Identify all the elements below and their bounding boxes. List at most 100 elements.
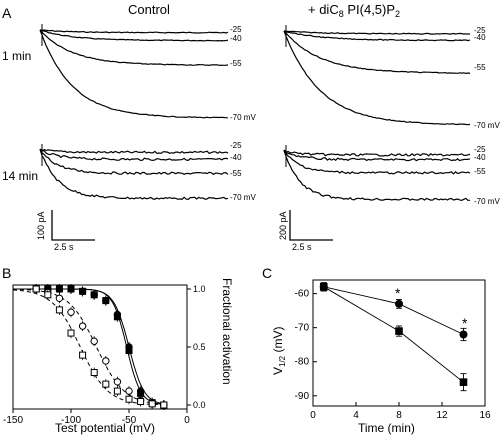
- c-series-square: [319, 282, 468, 392]
- b-point: [90, 337, 98, 345]
- label-v-70: -70 mV: [230, 193, 256, 202]
- b-point: [125, 346, 133, 354]
- scale-time-label: 2.5 s: [292, 242, 312, 252]
- label-v-25: -25: [474, 26, 486, 35]
- b-xtick-label: -150: [3, 415, 23, 426]
- b-point: [44, 291, 52, 299]
- c-point: [459, 330, 468, 339]
- c-xtick-label: 4: [353, 410, 359, 421]
- trace-25: [283, 30, 471, 35]
- b-point: [67, 285, 75, 293]
- b-fit-curve: [13, 288, 167, 405]
- b-point: [32, 285, 40, 293]
- trace-70: [283, 30, 471, 126]
- b-point: [137, 398, 145, 406]
- b-point: [125, 387, 133, 395]
- label-v-40: -40: [474, 153, 486, 162]
- trace-40: [39, 29, 229, 42]
- panel-c-ticks: 0 4 8 12 16 -60 -70 -80 -90: [295, 289, 491, 421]
- c-ytick-label: -70: [295, 323, 310, 334]
- b-xtick-label: -100: [61, 415, 81, 426]
- scale-current-label: 100 pA: [36, 211, 46, 240]
- c-xtick-label: 16: [479, 410, 491, 421]
- c-series-circle: [319, 282, 468, 342]
- b-point: [102, 297, 110, 305]
- b-point: [113, 387, 121, 395]
- trace-70: [283, 150, 470, 202]
- traces-control-14min: [39, 144, 229, 201]
- b-xtick-label: -50: [122, 415, 137, 426]
- label-v-25: -25: [474, 145, 486, 154]
- b-point: [125, 395, 133, 403]
- b-point: [90, 369, 98, 377]
- trace-55: [39, 29, 229, 67]
- b-point: [55, 285, 63, 293]
- panel-b-xlabel: Test potential (mV): [55, 421, 155, 435]
- panel-c-ylabel: V1/2 (mV): [271, 327, 287, 375]
- label-v-70: -70 mV: [230, 113, 256, 122]
- label-v-70: -70 mV: [474, 197, 500, 206]
- label-v-40: -40: [230, 34, 242, 43]
- panel-b-ylabel: Fractional activation: [220, 278, 234, 385]
- label-v-40: -40: [230, 153, 242, 162]
- b-point: [79, 351, 87, 359]
- current-traces: [39, 24, 471, 202]
- c-xtick-label: 0: [310, 410, 316, 421]
- traces-treated-14min: [283, 145, 471, 202]
- scale-current-label: 200 pA: [278, 211, 288, 240]
- b-point: [113, 313, 121, 321]
- traces-treated-1min: [283, 25, 471, 126]
- c-ytick-label: -90: [295, 391, 310, 402]
- b-point: [90, 291, 98, 299]
- voltage-labels-control-14min: -25 -40 -55 -70 mV: [230, 141, 256, 202]
- b-ytick-label: 0.5: [193, 342, 206, 352]
- label-v-40: -40: [474, 33, 486, 42]
- b-fit-curve: [13, 288, 167, 405]
- label-v-55: -55: [474, 167, 486, 176]
- panel-b-axes: [12, 284, 188, 410]
- label-v-55: -55: [474, 63, 486, 72]
- row-label-1min: 1 min: [2, 49, 31, 63]
- treated-title: + diC8 PI(4,5)P2: [308, 2, 400, 19]
- c-ytick-label: -80: [295, 357, 310, 368]
- label-v-25: -25: [230, 25, 242, 34]
- row-label-14min: 14 min: [2, 169, 38, 183]
- label-v-70: -70 mV: [474, 121, 500, 130]
- trace-70: [39, 148, 229, 201]
- c-point: [395, 299, 403, 308]
- trace-40: [39, 148, 229, 162]
- label-v-55: -55: [230, 169, 242, 178]
- panel-b-data-points: [32, 284, 168, 410]
- c-xtick-label: 8: [396, 410, 402, 421]
- trace-25: [283, 149, 471, 157]
- control-title: Control: [128, 2, 170, 17]
- scale-bar-control: 100 pA 2.5 s: [36, 210, 95, 252]
- panel-b-fit-curves: [12, 288, 167, 406]
- traces-control-1min: [39, 24, 229, 119]
- c-point: [459, 378, 468, 386]
- trace-55: [283, 150, 471, 175]
- b-fit-curve: [13, 288, 167, 406]
- b-point: [102, 380, 110, 388]
- b-point: [67, 329, 75, 337]
- b-ytick-label: 1.0: [193, 284, 206, 294]
- b-point: [67, 308, 75, 316]
- b-point: [55, 306, 63, 314]
- trace-25: [39, 29, 229, 34]
- scale-bar-treated: 200 pA 2.5 s: [278, 210, 333, 252]
- label-v-55: -55: [230, 59, 242, 68]
- trace-40: [283, 30, 471, 42]
- voltage-labels-control-1min: -25 -40 -55 -70 mV: [230, 25, 256, 122]
- b-ytick-label: 0.0: [193, 400, 206, 410]
- c-point: [319, 283, 328, 291]
- b-point: [79, 287, 87, 295]
- b-fit-curve: [12, 289, 167, 406]
- b-point: [102, 357, 110, 365]
- c-ytick-label: -60: [295, 289, 310, 300]
- c-line: [323, 286, 464, 335]
- voltage-labels-treated-14min: -25 -40 -55 -70 mV: [474, 145, 500, 206]
- significance-star-14min: *: [462, 315, 468, 331]
- b-point: [148, 400, 156, 408]
- voltage-labels-treated-1min: -25 -40 -55 -70 mV: [474, 26, 500, 130]
